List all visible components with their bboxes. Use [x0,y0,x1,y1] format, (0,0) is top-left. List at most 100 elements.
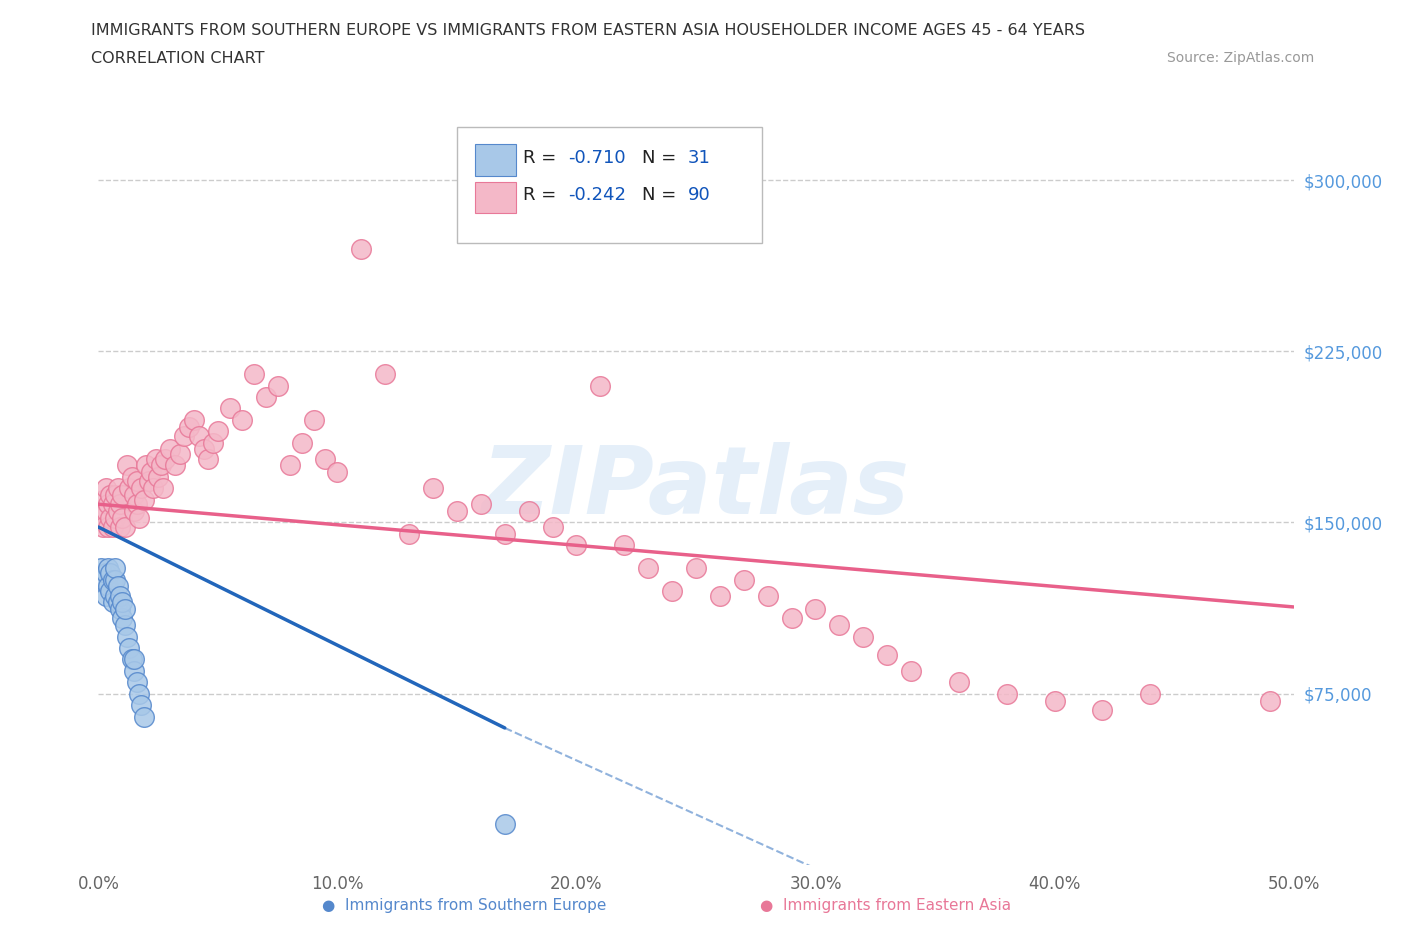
Point [98,583,122,598]
Point [125,474,148,489]
Point [90,561,112,576]
Point [131,481,153,496]
Point [118,481,141,496]
FancyBboxPatch shape [457,126,762,244]
Point [115,458,138,472]
FancyBboxPatch shape [475,181,516,213]
Point [132,709,155,724]
Point [107,595,129,610]
Point [101,520,124,535]
Point [97,579,120,594]
Point [828,618,851,632]
Point [135,458,157,472]
Point [97,520,120,535]
Point [94,481,117,496]
Point [118,641,141,656]
Point [900,663,922,678]
Point [267,379,290,393]
Text: R =: R = [523,186,555,205]
Point [108,602,131,617]
Point [291,435,314,450]
Text: R =: R = [523,149,555,166]
Point [852,630,875,644]
Point [108,497,131,512]
Point [104,487,127,502]
Point [197,451,219,466]
Point [1091,702,1114,717]
Point [169,446,191,461]
Text: ●  Immigrants from Eastern Asia: ● Immigrants from Eastern Asia [761,898,1011,913]
FancyBboxPatch shape [475,144,516,176]
Point [131,698,153,712]
Point [149,458,172,472]
Point [152,481,174,496]
Point [121,470,143,485]
Point [104,561,127,576]
Text: ●  Immigrants from Southern Europe: ● Immigrants from Southern Europe [322,898,606,913]
Point [470,497,492,512]
Point [948,675,970,690]
Point [173,429,195,444]
Point [517,504,540,519]
Point [780,611,803,626]
Point [98,487,122,502]
Point [121,652,143,667]
Text: ZIPatlas: ZIPatlas [482,443,910,534]
Point [326,465,349,480]
Point [104,588,127,603]
Point [685,561,707,576]
Point [733,572,755,587]
Point [876,647,898,662]
Point [111,487,134,502]
Text: 90: 90 [688,186,710,205]
Point [104,511,127,525]
Point [207,424,229,439]
Text: N =: N = [643,149,676,166]
Point [124,487,146,502]
Point [398,526,420,541]
Point [104,572,127,587]
Point [91,572,114,587]
Point [97,497,120,512]
Text: 31: 31 [688,149,710,166]
Point [589,379,612,393]
Point [107,481,129,496]
Text: -0.242: -0.242 [568,186,626,205]
Point [804,602,827,617]
Point [179,419,201,434]
Point [187,429,209,444]
Point [661,583,683,598]
Point [124,504,146,519]
Text: IMMIGRANTS FROM SOUTHERN EUROPE VS IMMIGRANTS FROM EASTERN ASIA HOUSEHOLDER INCO: IMMIGRANTS FROM SOUTHERN EUROPE VS IMMIG… [91,23,1085,38]
Point [132,492,155,507]
Text: CORRELATION CHART: CORRELATION CHART [91,51,264,66]
Point [101,572,124,587]
Point [350,241,373,256]
Point [163,458,186,472]
Point [90,504,112,519]
Point [315,451,337,466]
Point [446,504,468,519]
Point [108,520,131,535]
Point [94,504,117,519]
Point [124,652,146,667]
Point [111,511,134,525]
Point [302,412,325,427]
Point [98,511,122,525]
Point [128,511,150,525]
Point [1258,693,1281,708]
Point [183,412,205,427]
Point [148,470,170,485]
Point [541,520,564,535]
Point [219,401,242,416]
Point [202,435,225,450]
Text: N =: N = [643,186,676,205]
Point [111,611,134,626]
Point [111,595,134,610]
Point [114,602,136,617]
Point [108,588,131,603]
Point [278,458,301,472]
Point [114,618,136,632]
Point [374,366,396,381]
Point [155,451,177,466]
